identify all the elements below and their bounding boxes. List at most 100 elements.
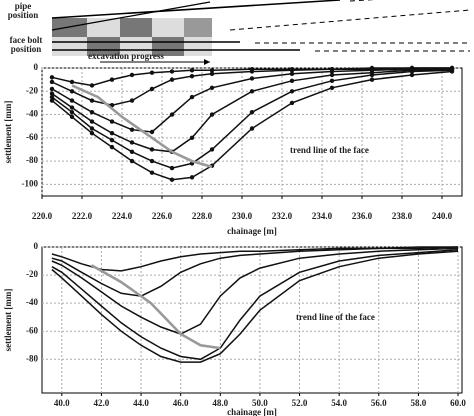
y-tick-label: -80 <box>26 353 38 363</box>
y-tick-label: -20 <box>26 85 38 95</box>
point <box>209 71 215 77</box>
annotation: trend line of the face <box>296 312 375 322</box>
x-tick-label: 232.0 <box>272 211 293 221</box>
x-tick-label: 220.0 <box>32 211 53 221</box>
point <box>129 98 135 103</box>
point <box>149 129 155 135</box>
plot-area <box>41 67 463 197</box>
point <box>109 137 115 143</box>
point <box>129 127 135 132</box>
pipe-line <box>51 1 211 31</box>
annotation: pipe position <box>7 1 39 20</box>
point <box>209 68 215 73</box>
y-tick-label: -100 <box>22 178 39 188</box>
point <box>209 85 215 90</box>
point <box>329 72 335 78</box>
point <box>409 69 415 74</box>
point <box>249 89 255 94</box>
face-block <box>184 18 212 37</box>
settlement-line <box>51 247 459 335</box>
point <box>289 89 295 94</box>
x-tick-label: 50.0 <box>252 398 268 408</box>
point <box>189 68 195 73</box>
point <box>189 175 195 180</box>
point <box>329 78 335 84</box>
x-tick-label: 222.0 <box>72 211 93 221</box>
point <box>89 98 95 103</box>
point <box>329 69 335 74</box>
x-tick-label: 48.0 <box>212 398 228 408</box>
point <box>109 130 115 136</box>
y-axis-label: settlement [mm] <box>3 101 13 164</box>
x-tick-label: 46.0 <box>173 398 189 408</box>
annotation: excavation progress <box>88 51 164 61</box>
pipe-line <box>229 9 471 31</box>
point <box>129 140 135 145</box>
point <box>449 69 455 74</box>
point <box>249 76 255 81</box>
x-axis-label: chainage [m] <box>227 226 277 236</box>
point <box>89 126 95 131</box>
point <box>89 83 95 88</box>
point <box>109 77 115 82</box>
point <box>209 112 215 117</box>
y-axis-label: settlement [mm] <box>3 289 13 352</box>
point <box>209 147 215 152</box>
point <box>89 110 95 115</box>
settlement-line <box>51 250 459 363</box>
arrow-head <box>204 59 210 65</box>
x-tick-label: 60.0 <box>450 398 466 408</box>
x-tick-label: 224.0 <box>112 211 133 221</box>
point <box>149 147 155 152</box>
point <box>89 119 95 124</box>
point <box>249 110 255 115</box>
point <box>169 177 175 182</box>
point <box>409 72 415 78</box>
point <box>49 94 55 100</box>
annotation: trend line of the face <box>290 145 369 155</box>
x-tick-label: 58.0 <box>411 398 427 408</box>
point <box>49 91 55 96</box>
x-tick-label: 52.0 <box>292 398 308 408</box>
point <box>129 158 135 164</box>
settlement-line <box>51 249 459 361</box>
y-tick-label: -80 <box>26 155 38 165</box>
point <box>149 158 155 164</box>
x-tick-label: 56.0 <box>371 398 387 408</box>
x-tick-label: 42.0 <box>94 398 110 408</box>
x-tick-label: 238.0 <box>392 211 413 221</box>
point <box>49 79 55 85</box>
point <box>89 130 95 136</box>
x-tick-label: 236.0 <box>352 211 373 221</box>
y-tick-label: -40 <box>26 109 38 119</box>
schematic <box>51 0 471 65</box>
y-tick-label: -60 <box>26 132 38 142</box>
y-tick-label: -20 <box>26 269 38 279</box>
point <box>289 71 295 77</box>
y-tick-label: 0 <box>34 241 39 251</box>
point <box>169 112 175 117</box>
x-tick-label: 234.0 <box>312 211 333 221</box>
pipe-line <box>349 0 376 2</box>
face-block <box>120 18 152 37</box>
point <box>249 69 255 74</box>
point <box>69 105 75 110</box>
point <box>369 77 375 82</box>
point <box>189 94 195 100</box>
trend-line <box>90 264 221 350</box>
point <box>129 149 135 154</box>
x-tick-label: 240.0 <box>432 211 453 221</box>
point <box>169 165 175 171</box>
point <box>49 98 55 103</box>
x-tick-label: 226.0 <box>152 211 173 221</box>
x-axis-label: chainage [m] <box>227 407 277 416</box>
point <box>149 70 155 75</box>
point <box>189 73 195 79</box>
point <box>69 110 75 115</box>
point <box>69 114 75 120</box>
point <box>369 72 375 78</box>
point <box>329 85 335 90</box>
point <box>69 89 75 94</box>
annotation: face bolt position <box>9 35 43 54</box>
